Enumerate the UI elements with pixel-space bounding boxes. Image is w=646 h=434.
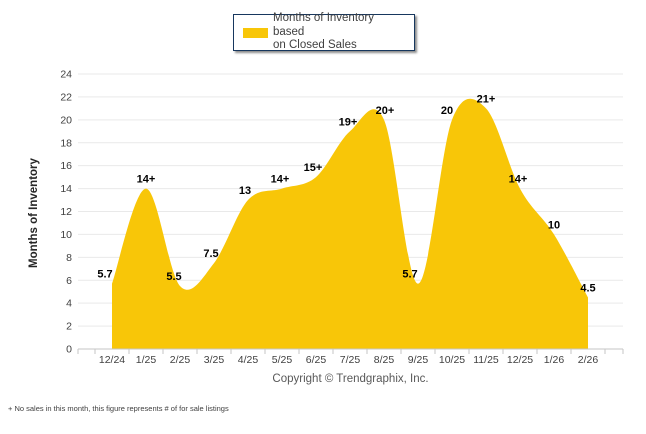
y-tick-label: 2 <box>66 321 72 333</box>
footnote-text: + No sales in this month, this figure re… <box>8 404 229 413</box>
x-tick-label: 10/25 <box>439 354 465 366</box>
x-tick-label: 3/25 <box>204 354 225 366</box>
data-label: 19+ <box>339 116 358 128</box>
y-tick-label: 6 <box>66 275 72 287</box>
x-tick-label: 1/25 <box>136 354 157 366</box>
data-label: 10 <box>548 219 560 231</box>
data-label: 7.5 <box>203 248 218 260</box>
legend-swatch-icon <box>243 27 268 38</box>
data-label: 14+ <box>509 174 528 186</box>
x-tick-label: 12/24 <box>99 354 125 366</box>
y-tick-label: 14 <box>60 183 72 195</box>
data-label: 21+ <box>477 93 496 105</box>
copyright-text: Copyright © Trendgraphix, Inc. <box>272 373 429 385</box>
x-tick-label: 2/26 <box>578 354 599 366</box>
data-label: 14+ <box>137 174 156 186</box>
data-label: 4.5 <box>580 282 595 294</box>
data-label: 5.5 <box>166 271 181 283</box>
x-tick-label: 5/25 <box>272 354 293 366</box>
y-tick-label: 24 <box>60 69 72 81</box>
y-tick-label: 20 <box>60 114 72 126</box>
x-tick-label: 2/25 <box>170 354 191 366</box>
x-tick-label: 6/25 <box>306 354 327 366</box>
legend: Months of Inventory based on Closed Sale… <box>233 12 415 52</box>
data-label: 20 <box>441 105 453 117</box>
y-tick-label: 16 <box>60 160 72 172</box>
x-tick-label: 4/25 <box>238 354 259 366</box>
data-label: 5.7 <box>402 269 417 281</box>
y-tick-label: 0 <box>66 344 72 356</box>
y-tick-label: 10 <box>60 229 72 241</box>
data-label: 20+ <box>376 105 395 117</box>
data-label: 14+ <box>271 174 290 186</box>
x-tick-label: 11/25 <box>473 354 499 366</box>
y-tick-label: 4 <box>66 298 72 310</box>
legend-label: Months of Inventory based on Closed Sale… <box>273 12 374 52</box>
data-label: 5.7 <box>97 269 112 281</box>
y-tick-label: 8 <box>66 252 72 264</box>
x-tick-label: 8/25 <box>374 354 395 366</box>
x-tick-label: 1/26 <box>544 354 565 366</box>
y-tick-label: 18 <box>60 137 72 149</box>
y-tick-label: 12 <box>60 206 72 218</box>
x-tick-label: 7/25 <box>340 354 361 366</box>
x-tick-label: 9/25 <box>408 354 429 366</box>
x-tick-label: 12/25 <box>507 354 533 366</box>
inventory-area-series <box>112 98 588 349</box>
data-label: 13 <box>239 185 251 197</box>
y-tick-label: 22 <box>60 91 72 103</box>
data-label: 15+ <box>304 162 323 174</box>
